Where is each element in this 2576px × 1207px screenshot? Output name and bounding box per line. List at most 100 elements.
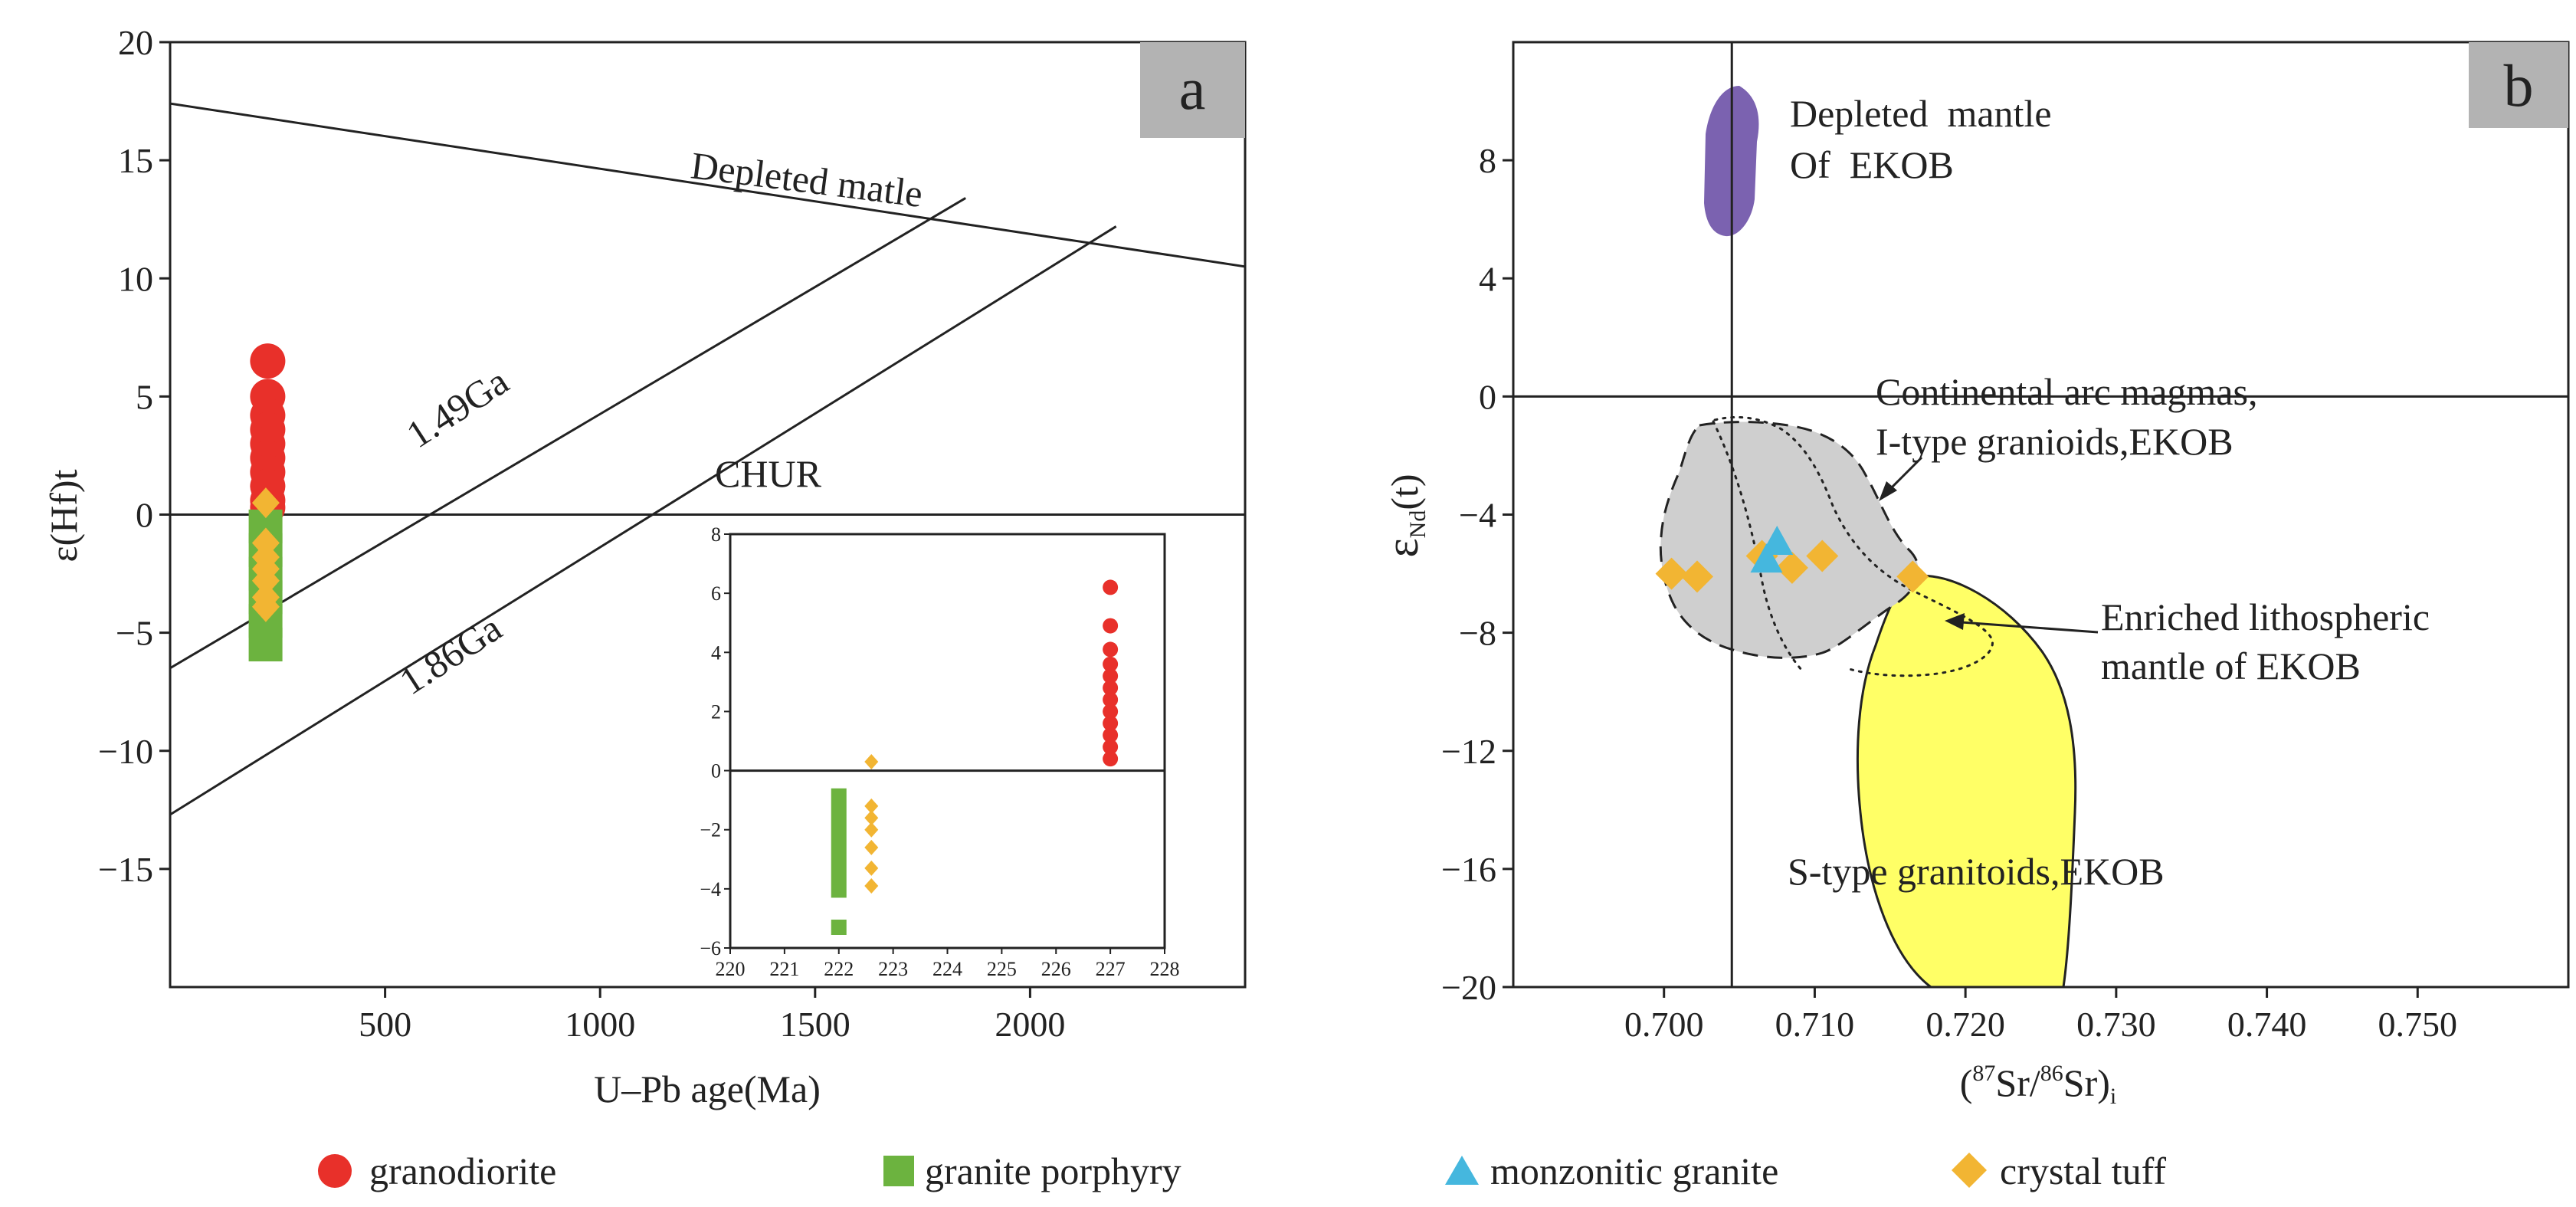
sr86-sup: 86 <box>2040 1061 2063 1086</box>
inset-granite-porphyry-point <box>831 920 847 935</box>
inset-granodiorite-point <box>1103 727 1119 743</box>
inset-granodiorite-point <box>1103 739 1119 755</box>
panel-b-x-label: (87Sr/86Sr)i <box>1960 1061 2116 1109</box>
legend-granodiorite-label: granodiorite <box>369 1150 556 1192</box>
panel-a-points <box>248 343 286 662</box>
b-monzonitic-granite-point <box>1750 543 1783 573</box>
inset-crystal-tuff-point <box>864 822 879 838</box>
enriched-lithospheric-label: Enriched lithospheric <box>2101 595 2430 638</box>
panel-b: 840−4−8−12−16−20 0.700 0.710 0.720 0.730 0.7… <box>1377 41 2570 1109</box>
legend-monzonitic-granite-marker <box>1445 1156 1479 1185</box>
inset-granodiorite-point <box>1103 704 1119 720</box>
b-y-tick-label: −8 <box>1459 614 1496 653</box>
depleted-matle-label: Depleted matle <box>689 143 926 215</box>
panel-b-label-box <box>2469 42 2568 128</box>
legend-granite-porphyry-label: granite porphyry <box>925 1150 1181 1192</box>
b-crystal-tuff-point <box>1896 560 1929 593</box>
continental-arc-label-2: I-type granioids,EKOB <box>1876 420 2234 463</box>
inset-y-tick-label: 6 <box>711 582 721 605</box>
a-x-tick-label: 1000 <box>565 1005 635 1044</box>
x-open-paren: ( <box>1960 1061 1973 1104</box>
a-y-tick-label: 15 <box>118 141 153 180</box>
inset-y-ticks: 8 6 4 2 0 −2 −4 −6 <box>700 523 730 959</box>
inset-granodiorite-point <box>1103 680 1119 696</box>
chur-label: CHUR <box>715 452 822 495</box>
inset-crystal-tuff-point <box>864 754 879 769</box>
a-crystal-tuff-point <box>251 487 280 519</box>
a-x-tick-label: 500 <box>359 1005 411 1044</box>
inset-x-tick-label: 222 <box>824 958 854 980</box>
inset-crystal-tuff-point <box>864 860 879 876</box>
b-crystal-tuff-point <box>1655 557 1688 590</box>
inset-x-tick-label: 220 <box>716 958 746 980</box>
inset-granodiorite-point <box>1103 692 1119 707</box>
continental-arc-label: Continental arc magmas, <box>1876 370 2257 413</box>
depleted-mantle-label: Depleted mantle <box>1790 92 2052 135</box>
a-y-tick-label: 10 <box>118 259 153 298</box>
s-type-granitoids-field <box>1856 574 2077 987</box>
inset-y-tick-label: 0 <box>711 760 721 782</box>
panel-b-y-label: εNd(t) <box>1377 474 1431 557</box>
inset-granodiorite-point <box>1103 618 1119 634</box>
a-x-tick-label: 2000 <box>995 1005 1065 1044</box>
inset-granodiorite-point <box>1103 641 1119 658</box>
sr-main: Sr/ <box>1995 1061 2040 1104</box>
nd-subscript: Nd <box>1405 510 1431 539</box>
inset-y-tick-label: 8 <box>711 523 721 546</box>
continental-arc-field <box>1659 421 1920 659</box>
dotted-divide-line <box>1712 420 1804 672</box>
sr87-sup: 87 <box>1972 1061 1995 1086</box>
1.86ga-line <box>170 225 1117 816</box>
i-sub: i <box>2110 1084 2116 1109</box>
panel-a-y-label: ε(Hf)t <box>42 469 85 562</box>
b-crystal-tuff-point <box>1680 560 1713 593</box>
inset-x-tick-label: 227 <box>1096 958 1126 980</box>
legend-monzonitic-granite-label: monzonitic granite <box>1490 1150 1778 1192</box>
panel-a-label-box <box>1140 42 1245 138</box>
b-x-tick-label: 0.720 <box>1925 1005 2005 1044</box>
b-y-tick-label: 0 <box>1479 377 1496 416</box>
inset-y-tick-label: −4 <box>700 878 721 900</box>
b-crystal-tuff-point <box>1775 551 1808 584</box>
inset-x-tick-label: 221 <box>769 958 799 980</box>
a-crystal-tuff-point <box>251 565 280 596</box>
inset-granite-porphyry-bar <box>831 788 847 898</box>
b-x-tick-label: 0.750 <box>2378 1005 2458 1044</box>
a-x-tick-label: 1500 <box>780 1005 850 1044</box>
legend-crystal-tuff-marker <box>1952 1153 1987 1188</box>
t-tail: (t) <box>1383 474 1426 510</box>
b-crystal-tuff-point <box>1806 540 1839 572</box>
panel-a-label: a <box>1179 55 1206 122</box>
a-y-tick-label: −15 <box>98 850 153 889</box>
panel-a-x-ticks: 500 1000 1500 2000 <box>359 987 1065 1044</box>
enriched-arrow <box>1961 621 2099 634</box>
inset-x-tick-label: 228 <box>1150 958 1180 980</box>
depleted-mantle-line <box>170 102 1245 268</box>
inset-crystal-tuff-point <box>864 810 879 826</box>
inset-x-tick-label: 223 <box>878 958 908 980</box>
1.49ga-line <box>170 197 966 670</box>
legend-granodiorite-marker <box>318 1154 352 1188</box>
sr-tail: Sr) <box>2063 1061 2110 1104</box>
inset-y-tick-label: 4 <box>711 641 721 664</box>
s-type-granitoids-label: S-type granitoids,EKOB <box>1788 850 2165 893</box>
legend-granite-porphyry-marker <box>883 1156 914 1186</box>
inset-granodiorite-point <box>1103 715 1119 731</box>
inset-granodiorite-point <box>1103 668 1119 684</box>
enriched-lithospheric-label-2: mantle of EKOB <box>2101 644 2361 687</box>
b-y-tick-label: −12 <box>1441 732 1496 771</box>
enriched-arrow-head <box>1945 613 1965 630</box>
panel-a-x-label: U–Pb age(Ma) <box>594 1068 821 1110</box>
a-crystal-tuff-point <box>251 591 280 622</box>
a-y-tick-label: 5 <box>136 377 153 416</box>
panel-b-x-ticks: 0.700 0.710 0.720 0.730 0.740 0.750 <box>1624 987 2457 1044</box>
inset-x-tick-label: 224 <box>932 958 962 980</box>
b-y-tick-label: 8 <box>1479 141 1496 180</box>
inset-y-tick-label: −2 <box>700 819 721 841</box>
inset-crystal-tuff-point <box>864 839 879 855</box>
a-y-tick-label: −5 <box>116 614 153 653</box>
inset-frame <box>729 533 1166 950</box>
b-monzonitic-granite-point <box>1761 526 1794 556</box>
depleted-mantle-label-2: Of EKOB <box>1790 143 1954 186</box>
